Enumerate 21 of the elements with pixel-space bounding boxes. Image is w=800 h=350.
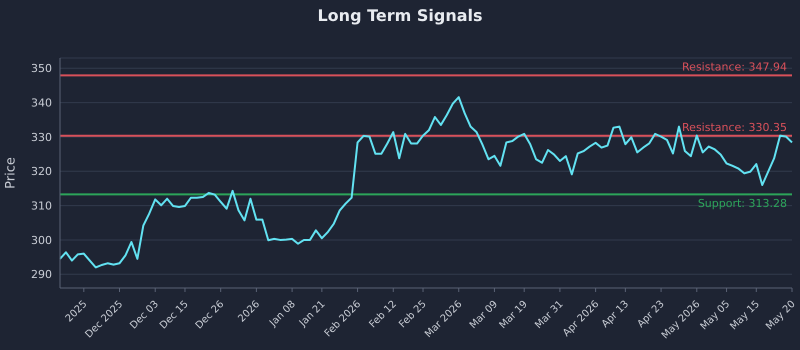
- x-tick-label: Mar 09: [468, 298, 500, 332]
- y-tick-label: 310: [31, 200, 52, 213]
- y-tick-label: 320: [31, 165, 52, 178]
- x-tick-label: Mar 19: [498, 298, 530, 332]
- ref-line-label: Resistance: 330.35: [682, 120, 787, 134]
- x-tick-label: Feb 12: [367, 298, 399, 330]
- x-tick-label: Jan 21: [296, 298, 328, 330]
- chart-title: Long Term Signals: [316, 5, 484, 27]
- line-series: [59, 96, 793, 268]
- x-tick-label: Dec 26: [194, 298, 226, 332]
- y-tick-label: 350: [31, 62, 52, 76]
- x-tick-label: Feb 25: [397, 298, 429, 330]
- y-tick-label: 300: [31, 234, 52, 247]
- y-axis-title: Price: [4, 157, 19, 189]
- x-tick-label: Apr 13: [600, 298, 632, 330]
- x-tick-label: Jan 08: [267, 298, 298, 330]
- ref-line-label: Support: 313.28: [698, 197, 787, 210]
- y-tick-label: 330: [31, 130, 52, 144]
- y-tick-label: 290: [31, 268, 52, 282]
- ref-line-label: Resistance: 347.94: [682, 60, 787, 74]
- y-tick-label: 340: [31, 96, 52, 110]
